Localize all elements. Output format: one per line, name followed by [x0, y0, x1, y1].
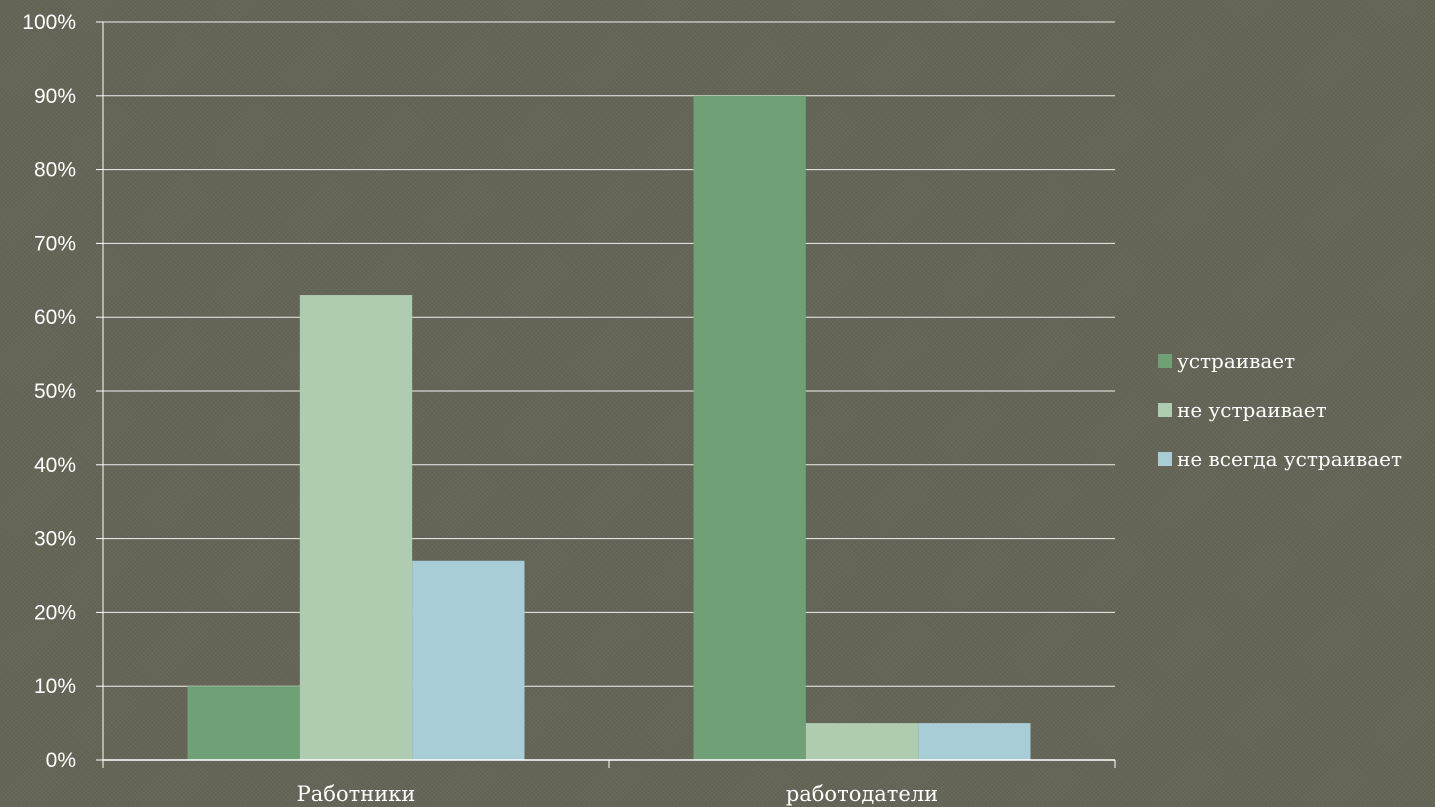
category-labels: Работники работодатели — [297, 782, 939, 806]
legend-label: устраивает — [1177, 349, 1295, 373]
bar-3-2 — [918, 723, 1031, 760]
y-tick-label: 90% — [34, 85, 76, 108]
legend: устраивает не устраивает не всегда устраив… — [1158, 349, 1402, 471]
category-label: Работники — [297, 782, 416, 806]
bar-2-2 — [805, 723, 919, 760]
legend-swatch — [1158, 354, 1172, 368]
bar-2-1 — [299, 295, 413, 760]
y-tick-label: 30% — [34, 528, 76, 551]
y-tick-label: 40% — [34, 454, 76, 477]
category-label: работодатели — [786, 782, 938, 806]
y-tick-label: 50% — [34, 380, 76, 403]
y-tick-label: 70% — [34, 232, 76, 255]
bar-1-2 — [693, 95, 806, 761]
legend-swatch — [1158, 403, 1172, 417]
y-tick-label: 60% — [34, 306, 76, 329]
y-tick-label: 80% — [34, 159, 76, 182]
y-tick-label: 100% — [22, 11, 76, 34]
legend-label: не устраивает — [1177, 398, 1327, 422]
y-tick-label: 0% — [46, 749, 76, 772]
bar-3-1 — [412, 560, 525, 760]
x-axis — [102, 22, 1116, 768]
y-axis-tick-labels: 0% 10% 20% 30% 40% 50% 60% 70% 80% 90% 100% — [22, 11, 76, 772]
y-tick-label: 20% — [34, 601, 76, 624]
legend-swatch — [1158, 452, 1172, 466]
bar-1-1 — [187, 686, 300, 760]
bars — [187, 95, 1031, 761]
legend-label: не всегда устраивает — [1177, 447, 1402, 471]
y-tick-label: 10% — [34, 675, 76, 698]
gridlines — [96, 21, 1115, 761]
